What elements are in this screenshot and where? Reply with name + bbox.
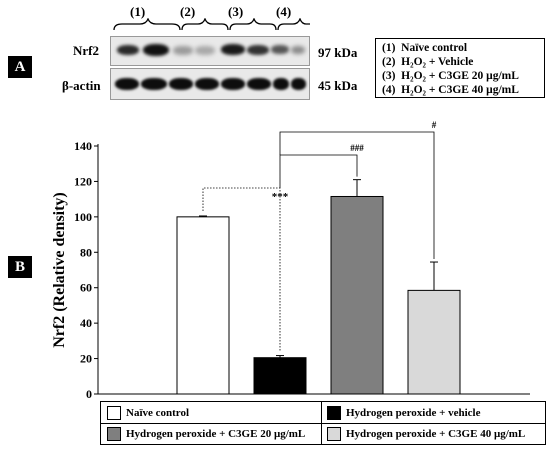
significance-label: #	[432, 120, 437, 130]
lane-group-label: (2)	[180, 4, 196, 19]
bar	[330, 195, 384, 395]
chart-legend: Naïve control Hydrogen peroxide + vehicl…	[100, 401, 546, 445]
condition-row: (2) H₂O₂ + Vehicle	[382, 55, 538, 69]
condition-num: (3)	[382, 70, 396, 82]
y-tick-label: 40	[80, 316, 92, 330]
condition-num: (4)	[382, 84, 396, 96]
lane-brace	[113, 18, 181, 31]
significance-bracket	[279, 131, 435, 260]
lane-group-label: (3)	[228, 4, 244, 19]
legend-divider	[101, 423, 545, 424]
blot-band	[195, 46, 215, 55]
blot-band	[247, 78, 271, 90]
blot-band	[169, 78, 193, 90]
legend-item: Hydrogen peroxide + vehicle	[327, 406, 481, 420]
legend-swatch	[327, 406, 341, 420]
condition-row: (1) Naïve control	[382, 41, 538, 55]
nrf2-blot-image	[110, 36, 310, 66]
lane-brace	[277, 18, 310, 31]
y-tick-label: 120	[74, 174, 92, 188]
legend-item: Hydrogen peroxide + C3GE 40 μg/mL	[327, 427, 525, 441]
condition-text: H₂O₂ + C3GE 40 μg/mL	[401, 84, 519, 96]
significance-bracket	[279, 154, 358, 188]
blot-band	[115, 78, 139, 90]
legend-swatch	[107, 406, 121, 420]
blot-size-nrf2: 97 kDa	[318, 45, 358, 60]
legend-label: Hydrogen peroxide + C3GE 40 μg/mL	[346, 428, 526, 440]
lane-group-label: (4)	[276, 4, 292, 19]
condition-text: Naïve control	[401, 42, 468, 54]
blot-label-actin: β-actin	[62, 78, 101, 93]
condition-row: (4) H₂O₂ + C3GE 40 μg/mL	[382, 83, 538, 97]
panel-label-b: B	[8, 256, 32, 278]
legend-swatch	[107, 427, 121, 441]
condition-num: (1)	[382, 42, 396, 54]
blot-band	[143, 44, 169, 56]
blot-band	[271, 45, 289, 54]
significance-label: ###	[350, 143, 364, 153]
blot-label-nrf2: Nrf2	[73, 43, 99, 58]
blot-band	[141, 78, 167, 90]
condition-text: H₂O₂ + C3GE 20 μg/mL	[401, 70, 519, 82]
y-tick-label: 140	[74, 139, 92, 153]
nrf2-bar-chart: 0 20 40 60 80 100 120 140 Nrf2 (Relative density…	[51, 120, 530, 400]
bar	[253, 357, 307, 395]
lane-group-label: (1)	[130, 4, 146, 19]
blot-band	[221, 78, 245, 90]
blot-band	[173, 46, 193, 55]
bar	[407, 289, 461, 395]
blot-band	[247, 45, 269, 55]
blot-band	[273, 78, 289, 90]
condition-num: (2)	[382, 56, 396, 68]
y-tick-label: 0	[86, 387, 92, 400]
blot-band	[291, 46, 305, 54]
y-tick-label: 100	[74, 210, 92, 224]
significance-label: ***	[272, 191, 289, 203]
blot-band	[117, 45, 139, 55]
y-axis-label: Nrf2 (Relative density)	[51, 192, 68, 348]
blot-band	[291, 78, 306, 90]
actin-blot-image	[110, 68, 310, 100]
significance-bracket	[202, 187, 281, 352]
legend-label: Hydrogen peroxide + C3GE 20 μg/mL	[126, 428, 306, 440]
blot-band	[221, 44, 245, 55]
condition-text: H₂O₂ + Vehicle	[401, 56, 474, 68]
lane-braces	[113, 18, 310, 31]
lane-brace	[181, 18, 229, 31]
y-tick-label: 80	[80, 245, 92, 259]
legend-label: Hydrogen peroxide + vehicle	[346, 407, 481, 419]
condition-row: (3) H₂O₂ + C3GE 20 μg/mL	[382, 69, 538, 83]
blot-size-actin: 45 kDa	[318, 78, 358, 93]
bar	[176, 216, 230, 395]
lane-brace	[229, 18, 277, 31]
y-tick-label: 20	[80, 352, 92, 366]
legend-label: Naïve control	[126, 407, 190, 419]
condition-key: (1) Naïve control (2) H₂O₂ + Vehicle (3)…	[375, 38, 545, 98]
legend-item: Hydrogen peroxide + C3GE 20 μg/mL	[107, 427, 305, 441]
blot-band	[195, 78, 219, 90]
legend-item: Naïve control	[107, 406, 189, 420]
panel-label-a: A	[8, 56, 32, 78]
legend-swatch	[327, 427, 341, 441]
y-tick-label: 60	[80, 281, 92, 295]
